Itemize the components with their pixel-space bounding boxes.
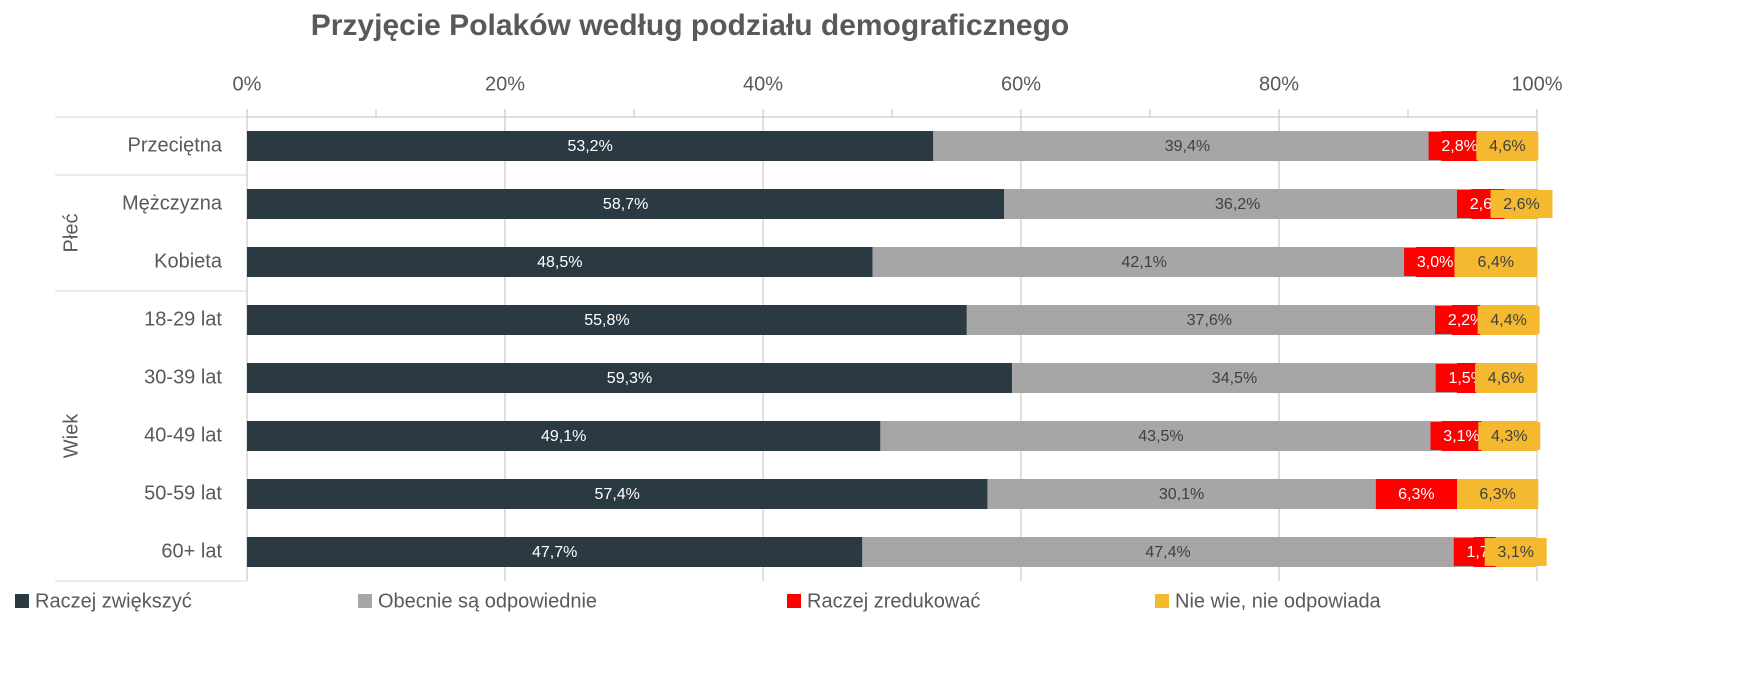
chart-title: Przyjęcie Polaków według podziału demogr… (311, 9, 1069, 42)
value-label: 37,6% (1187, 312, 1232, 329)
value-label: 42,1% (1122, 254, 1167, 271)
value-label: 39,4% (1165, 138, 1210, 155)
value-label: 4,6% (1489, 138, 1525, 155)
value-label: 47,4% (1145, 544, 1190, 561)
group-label: Wiek (60, 413, 82, 458)
legend-label: Obecnie są odpowiednie (378, 590, 597, 612)
value-label: 6,3% (1479, 486, 1515, 503)
value-label: 2,6% (1503, 196, 1539, 213)
x-tick-label: 40% (743, 73, 783, 95)
value-label: 3,1% (1443, 428, 1479, 445)
x-tick-label: 60% (1001, 73, 1041, 95)
y-tick-label: 40-49 lat (144, 424, 222, 446)
x-tick-label: 80% (1259, 73, 1299, 95)
label-box (1385, 480, 1448, 508)
value-label: 59,3% (607, 370, 652, 387)
label-box (528, 248, 591, 276)
x-tick-label: 100% (1511, 73, 1562, 95)
label-box (1113, 248, 1176, 276)
y-tick-label: 30-39 lat (144, 366, 222, 388)
label-box (1484, 538, 1547, 566)
legend-swatch (358, 594, 372, 608)
y-tick-label: 50-59 lat (144, 482, 222, 504)
value-label: 55,8% (584, 312, 629, 329)
y-tick-label: 60+ lat (161, 540, 222, 562)
value-label: 2,8% (1441, 138, 1477, 155)
label-box (575, 306, 638, 334)
value-label: 57,4% (595, 486, 640, 503)
label-box (1150, 480, 1213, 508)
label-box (1206, 190, 1269, 218)
value-label: 6,3% (1398, 486, 1434, 503)
value-label: 4,6% (1488, 370, 1524, 387)
value-label: 4,4% (1490, 312, 1526, 329)
value-label: 30,1% (1159, 486, 1204, 503)
y-tick-label: Mężczyzna (122, 192, 223, 214)
y-tick-label: 18-29 lat (144, 308, 222, 330)
label-box (1478, 422, 1541, 450)
label-box (1178, 306, 1241, 334)
value-label: 4,3% (1491, 428, 1527, 445)
group-label: Płeć (60, 214, 82, 253)
label-box (1129, 422, 1192, 450)
value-label: 3,1% (1497, 544, 1533, 561)
label-box (559, 132, 622, 160)
label-box (1477, 306, 1540, 334)
value-label: 36,2% (1215, 196, 1260, 213)
label-box (523, 538, 586, 566)
legend-label: Raczej zwiększyć (35, 590, 192, 612)
value-label: 49,1% (541, 428, 586, 445)
label-box (594, 190, 657, 218)
value-label: 47,7% (532, 544, 577, 561)
legend-swatch (787, 594, 801, 608)
value-label: 43,5% (1138, 428, 1183, 445)
label-box (586, 480, 649, 508)
value-label: 58,7% (603, 196, 648, 213)
value-label: 3,0% (1417, 254, 1453, 271)
legend-swatch (15, 594, 29, 608)
legend-label: Nie wie, nie odpowiada (1175, 590, 1382, 612)
label-box (1475, 364, 1538, 392)
label-box (598, 364, 661, 392)
label-box (1137, 538, 1200, 566)
x-tick-label: 0% (233, 73, 262, 95)
value-label: 34,5% (1212, 370, 1257, 387)
label-box (1466, 480, 1529, 508)
legend-label: Raczej zredukować (807, 590, 980, 612)
label-box (1156, 132, 1219, 160)
label-box (1476, 132, 1539, 160)
label-box (1203, 364, 1266, 392)
label-box (532, 422, 595, 450)
label-box (1464, 248, 1527, 276)
legend-swatch (1155, 594, 1169, 608)
value-label: 2,2% (1448, 312, 1484, 329)
value-label: 6,4% (1477, 254, 1513, 271)
value-label: 48,5% (537, 254, 582, 271)
value-label: 53,2% (567, 138, 612, 155)
label-box (1490, 190, 1553, 218)
y-tick-label: Przeciętna (128, 134, 223, 156)
y-tick-label: Kobieta (154, 250, 223, 272)
x-tick-label: 20% (485, 73, 525, 95)
